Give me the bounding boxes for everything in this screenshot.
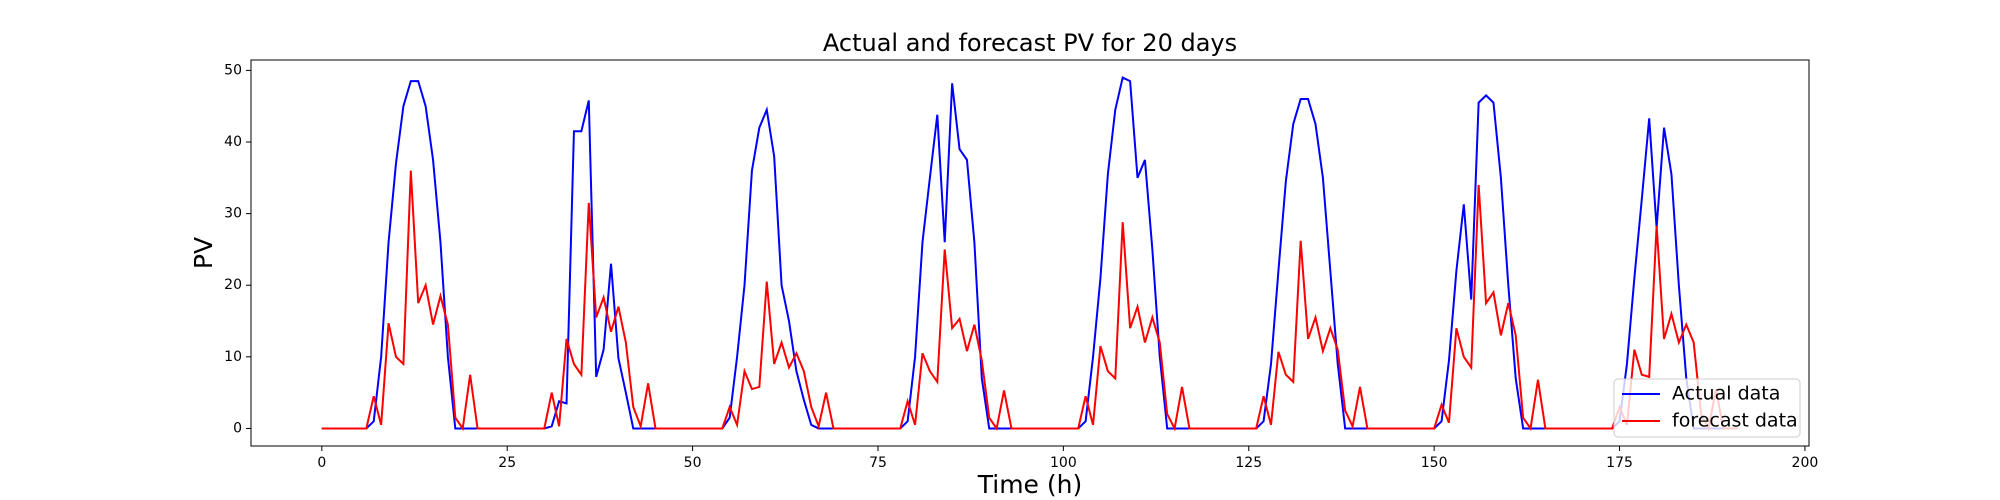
x-tick-label: 75 [869, 455, 887, 471]
y-tick-label: 0 [233, 420, 242, 436]
chart-title: Actual and forecast PV for 20 days [823, 29, 1237, 57]
x-tick-label: 175 [1606, 455, 1633, 471]
x-tick-label: 200 [1792, 455, 1819, 471]
x-axis-label: Time (h) [977, 470, 1082, 499]
data-line [321, 76, 1739, 430]
x-tick-label: 125 [1235, 455, 1262, 471]
y-tick-label: 10 [224, 349, 242, 365]
x-tick-label: 50 [684, 455, 702, 471]
legend-label: Actual data [1672, 383, 1780, 405]
y-tick-label: 30 [224, 206, 242, 222]
y-axis-label: PV [189, 237, 218, 269]
data-line [321, 170, 1739, 432]
x-tick-label: 25 [498, 455, 516, 471]
y-tick-label: 40 [224, 134, 242, 150]
x-tick-label: 0 [317, 455, 326, 471]
y-tick-label: 20 [224, 277, 242, 293]
legend-label: forecast data [1672, 410, 1798, 432]
x-tick-label: 100 [1050, 455, 1077, 471]
plot-frame [250, 59, 1810, 447]
legend-box [1613, 378, 1801, 438]
x-tick-label: 150 [1421, 455, 1448, 471]
y-tick-label: 50 [224, 62, 242, 78]
